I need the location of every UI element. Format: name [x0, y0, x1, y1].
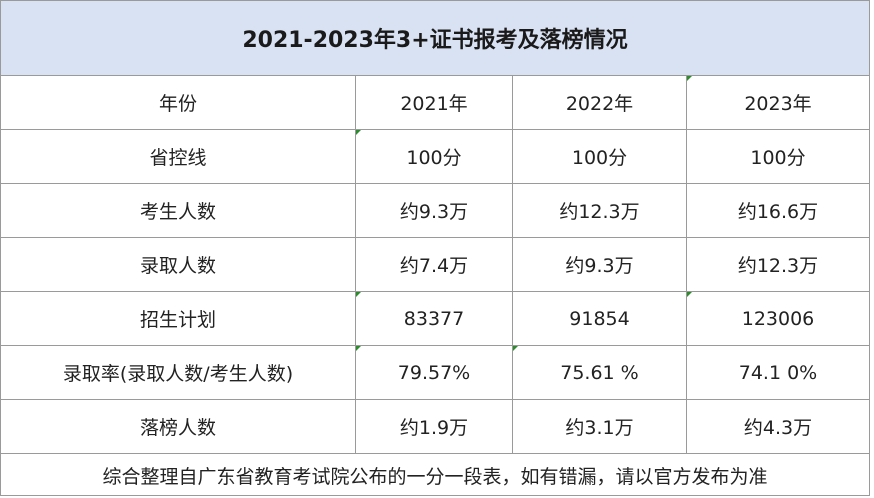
cell-2023: 约4.3万	[743, 417, 813, 439]
table-row-admission-rate: 录取率(录取人数/考生人数) 79.57% 75.61 % 74.1 0%	[1, 346, 869, 400]
cell-2022: 2022年	[513, 76, 687, 129]
row-label: 考生人数	[1, 184, 356, 237]
cell-2022: 约9.3万	[513, 238, 687, 291]
row-label: 年份	[1, 76, 356, 129]
table-row-failed: 落榜人数 约1.9万 约3.1万 约4.3万	[1, 400, 869, 454]
cell-2022: 75.61 %	[513, 346, 687, 399]
cell-2022: 约3.1万	[513, 400, 687, 453]
cell-2023: 约12.3万	[737, 255, 819, 277]
cell-2021: 100分	[356, 130, 513, 183]
table-row-enrollment-plan: 招生计划 83377 91854 123006	[1, 292, 869, 346]
row-label: 落榜人数	[1, 400, 356, 453]
row-label: 省控线	[1, 130, 356, 183]
cell-2023: 2023年	[687, 76, 869, 129]
table-title: 2021-2023年3+证书报考及落榜情况	[1, 1, 869, 76]
cell-2021: 约1.9万	[356, 400, 513, 453]
cell-2023: 123006	[687, 292, 869, 345]
source-note: 综合整理自广东省教育考试院公布的一分一段表，如有错漏，请以官方发布为准	[102, 465, 768, 488]
table-row-year: 年份 2021年 2022年 2023年	[1, 76, 869, 130]
table-row-admitted: 录取人数 约7.4万 约9.3万 约12.3万	[1, 238, 869, 292]
cell-2022: 100分	[513, 130, 687, 183]
cell-2021: 约9.3万	[356, 184, 513, 237]
cell-2021: 约7.4万	[356, 238, 513, 291]
cell-2022: 约12.3万	[513, 184, 687, 237]
cell-2023: 74.1 0%	[738, 361, 818, 384]
row-label: 招生计划	[1, 292, 356, 345]
table-row-candidates: 考生人数 约9.3万 约12.3万 约16.6万	[1, 184, 869, 238]
cell-2021: 2021年	[356, 76, 513, 129]
cell-2022: 91854	[513, 292, 687, 345]
cell-2021: 79.57%	[356, 346, 513, 399]
row-label: 录取率(录取人数/考生人数)	[1, 346, 356, 399]
cell-2023: 约16.6万	[737, 201, 819, 223]
cell-2023: 100分	[750, 147, 806, 169]
table-row-control-line: 省控线 100分 100分 100分	[1, 130, 869, 184]
row-label: 录取人数	[1, 238, 356, 291]
cell-2021: 83377	[356, 292, 513, 345]
